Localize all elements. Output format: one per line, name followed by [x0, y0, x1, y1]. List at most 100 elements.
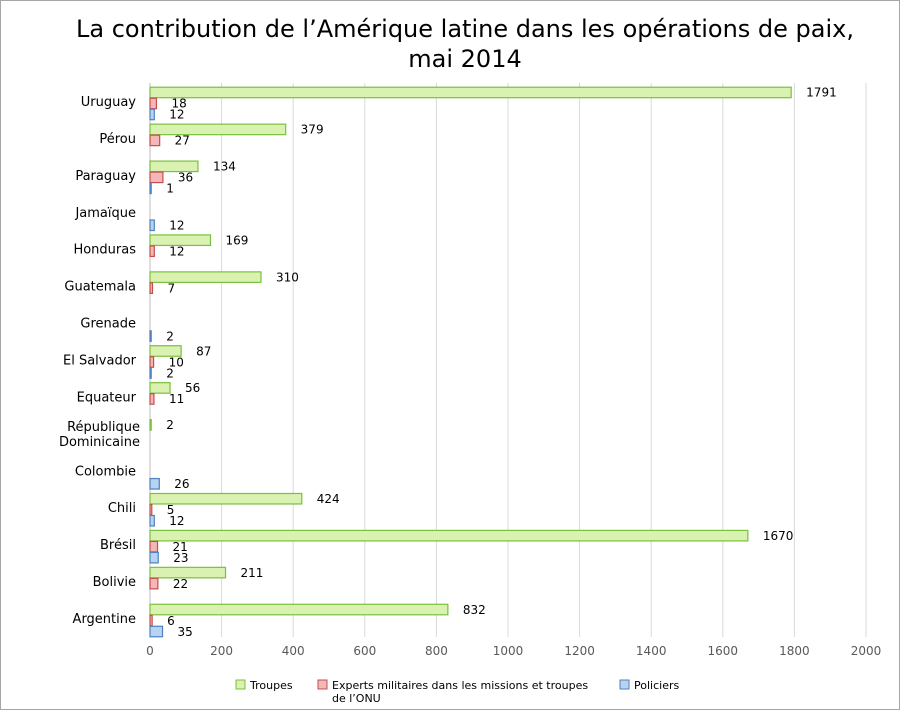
- legend-label-experts: Experts militaires dans les missions et …: [332, 679, 588, 705]
- data-label-experts: 36: [178, 171, 193, 185]
- bar-troupes: [149, 382, 171, 394]
- bar-policiers: [149, 551, 159, 564]
- data-label-troupes: 2: [166, 418, 174, 432]
- category-label: Guatemala: [64, 280, 136, 295]
- category-label: Uruguay: [81, 95, 137, 110]
- bar-policiers: [149, 514, 155, 527]
- data-label-troupes: 1791: [806, 86, 837, 100]
- data-label-troupes: 56: [185, 381, 200, 395]
- legend-swatch-troupes: [235, 679, 246, 690]
- category-label: Jamaïque: [74, 206, 136, 221]
- bar-experts: [149, 245, 155, 258]
- bar-policiers: [149, 477, 160, 490]
- data-label-policiers: 23: [173, 551, 188, 565]
- x-tick-label: 1000: [493, 644, 524, 658]
- bar-experts: [149, 577, 159, 590]
- bars: [149, 86, 792, 638]
- bar-policiers: [149, 625, 164, 638]
- bar-experts: [149, 393, 155, 405]
- bar-troupes: [149, 160, 199, 173]
- bar-troupes: [149, 234, 212, 247]
- bar-troupes: [149, 86, 792, 99]
- data-label-troupes: 424: [317, 492, 340, 506]
- category-label: Bolivie: [93, 575, 136, 590]
- category-label: Colombie: [75, 464, 136, 479]
- data-label-troupes: 211: [241, 566, 264, 580]
- bar-experts: [149, 171, 164, 184]
- x-tick-label: 1400: [636, 644, 667, 658]
- category-label: El Salvador: [63, 354, 137, 369]
- x-axis-ticks: 0 200 400 600 800 1000 1200 1400 1600 1800 2000: [146, 644, 881, 658]
- bar-experts: [149, 614, 153, 627]
- category-label: Pérou: [99, 132, 136, 147]
- bar-policiers: [149, 182, 152, 195]
- data-label-experts: 10: [169, 355, 184, 369]
- data-label-policiers: 35: [178, 625, 193, 639]
- data-label-experts: 12: [169, 244, 184, 258]
- bar-troupes: [149, 419, 152, 431]
- data-label-policiers: 12: [169, 108, 184, 122]
- x-tick-label: 2000: [851, 644, 882, 658]
- data-label-experts: 11: [169, 392, 184, 406]
- data-label-troupes: 310: [276, 270, 299, 284]
- bar-experts: [149, 97, 158, 110]
- data-label-troupes: 134: [213, 160, 236, 174]
- bar-experts: [149, 540, 159, 553]
- data-label-policiers: 2: [166, 329, 174, 343]
- category-label: Argentine: [73, 612, 136, 627]
- legend-label-policiers: Policiers: [634, 679, 679, 692]
- data-label-experts: 21: [173, 540, 188, 554]
- data-label-experts: 6: [167, 614, 175, 628]
- chart-title-line-2: mai 2014: [408, 45, 522, 73]
- bar-experts: [149, 503, 153, 516]
- data-label-experts: 5: [167, 503, 175, 517]
- data-label-policiers: 26: [174, 477, 189, 491]
- data-label-policiers: 12: [169, 514, 184, 528]
- data-label-policiers: 12: [169, 219, 184, 233]
- x-tick-label: 400: [282, 644, 305, 658]
- data-label-policiers: 1: [166, 182, 174, 196]
- chart-title-line-1: La contribution de l’Amérique latine dan…: [76, 15, 854, 43]
- category-label: Equateur: [77, 390, 137, 405]
- legend-swatch-experts: [317, 679, 328, 690]
- data-label-troupes: 832: [463, 603, 486, 617]
- x-tick-label: 0: [146, 644, 154, 658]
- legend-swatch-policiers: [619, 679, 630, 690]
- bar-experts: [149, 356, 155, 368]
- gridlines: [149, 83, 867, 637]
- bar-experts: [149, 282, 154, 294]
- category-labels: Uruguay Pérou Paraguay Jamaïque Honduras Guat…: [59, 95, 140, 627]
- x-tick-label: 600: [353, 644, 376, 658]
- x-tick-label: 1600: [708, 644, 739, 658]
- data-label-troupes: 169: [226, 233, 249, 247]
- bar-policiers: [149, 108, 155, 121]
- bar-policiers: [149, 219, 155, 232]
- bar-troupes: [149, 271, 262, 283]
- x-tick-label: 800: [425, 644, 448, 658]
- category-label: Paraguay: [75, 169, 136, 184]
- data-label-policiers: 2: [166, 366, 174, 380]
- data-label-troupes: 379: [301, 123, 324, 137]
- bar-troupes: [149, 492, 303, 505]
- value-labels: 1791379134169310875624241670211832182736…: [166, 86, 837, 639]
- bar-troupes: [149, 529, 749, 542]
- x-tick-label: 1800: [779, 644, 810, 658]
- bar-troupes: [149, 123, 287, 136]
- legend-label-troupes: Troupes: [249, 679, 293, 692]
- category-label: Grenade: [80, 317, 136, 332]
- chart-title: La contribution de l’Amérique latine dan…: [20, 14, 900, 74]
- category-label: Brésil: [100, 538, 136, 553]
- data-label-experts: 18: [171, 97, 186, 111]
- bar-policiers: [149, 330, 152, 342]
- data-label-troupes: 87: [196, 344, 211, 358]
- bar-troupes: [149, 566, 227, 579]
- legend: Troupes Experts militaires dans les missi…: [235, 679, 679, 705]
- bar-policiers: [149, 367, 152, 379]
- x-tick-label: 1200: [564, 644, 595, 658]
- category-label: République Dominicaine: [59, 420, 140, 450]
- bar-troupes: [149, 345, 182, 357]
- data-label-experts: 27: [175, 134, 190, 148]
- bar-experts: [149, 134, 161, 147]
- data-label-troupes: 1670: [763, 529, 794, 543]
